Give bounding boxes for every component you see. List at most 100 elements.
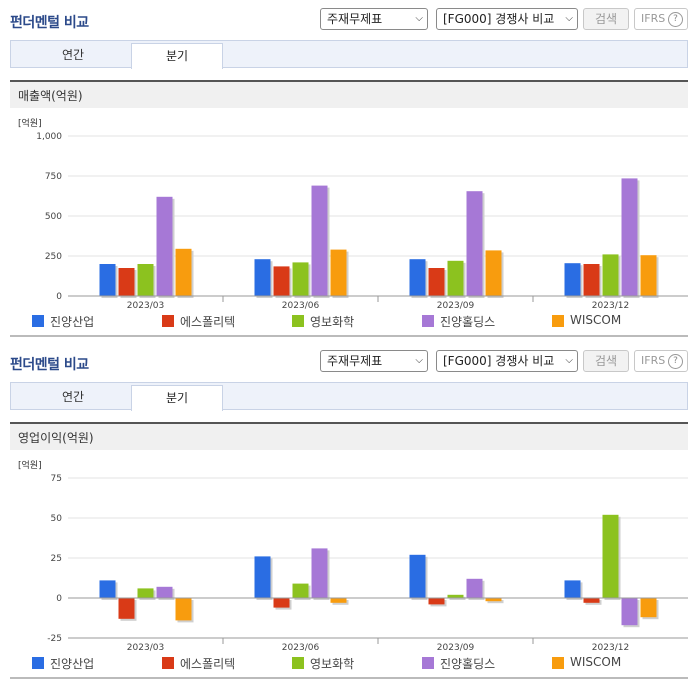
bar[interactable] <box>466 191 483 296</box>
y-tick-label: 250 <box>45 252 62 262</box>
operating-income-bar-chart: [억원] -25 0 25 50 75 2023/03 2023/06 2023/09 2023/… <box>18 459 688 652</box>
question-icon: ? <box>668 12 683 27</box>
bar[interactable] <box>292 262 309 296</box>
bar[interactable] <box>137 264 154 296</box>
bar[interactable] <box>583 264 600 296</box>
ifrs-label: IFRS <box>641 354 666 367</box>
panel-revenue: 펀더멘털 비교 주재무제표 ⌵ [FG000] 경쟁사 비교 ⌵ 검색 IFRS… <box>0 0 696 337</box>
bar[interactable] <box>292 583 309 598</box>
page-title: 펀더멘털 비교 <box>10 15 89 31</box>
bar[interactable] <box>175 248 192 296</box>
tab-annual[interactable]: 연간 <box>61 390 85 404</box>
bar[interactable] <box>428 598 445 605</box>
bar[interactable] <box>311 185 328 296</box>
peer-group-value: [FG000] 경쟁사 비교 <box>443 354 555 368</box>
bar[interactable] <box>273 266 290 296</box>
bar[interactable] <box>99 580 116 598</box>
bar[interactable] <box>409 259 426 296</box>
bar[interactable] <box>447 594 464 598</box>
bar[interactable] <box>254 556 271 598</box>
legend-swatch <box>552 657 564 669</box>
search-button[interactable]: 검색 <box>583 350 629 372</box>
bar[interactable] <box>311 548 328 598</box>
peer-group-select[interactable]: [FG000] 경쟁사 비교 ⌵ <box>436 8 578 30</box>
ifrs-help-button[interactable]: IFRS ? <box>634 350 688 372</box>
x-tick-label: 2023/12 <box>592 301 629 310</box>
chart-subtitle: 매출액(억원) <box>18 89 83 103</box>
legend-label: WISCOM <box>570 313 622 327</box>
bar[interactable] <box>118 598 135 619</box>
question-icon: ? <box>668 354 683 369</box>
statement-type-value: 주재무제표 <box>327 354 383 368</box>
chart-subtitle-bar: 매출액(억원) <box>10 80 688 108</box>
bar[interactable] <box>428 268 445 296</box>
bar[interactable] <box>640 255 657 296</box>
bar[interactable] <box>583 598 600 603</box>
legend-label: 진양산업 <box>50 657 95 671</box>
ifrs-help-button[interactable]: IFRS ? <box>634 8 688 30</box>
chevron-down-icon: ⌵ <box>565 13 573 24</box>
tab-quarterly[interactable]: 분기 <box>131 385 223 411</box>
bar[interactable] <box>485 250 502 296</box>
bar[interactable] <box>156 586 173 598</box>
y-tick-label: 0 <box>56 594 62 604</box>
panel-operating-income: 펀더멘털 비교 주재무제표 ⌵ [FG000] 경쟁사 비교 ⌵ 검색 IFRS… <box>0 342 696 684</box>
legend-label: WISCOM <box>570 655 622 669</box>
y-tick-label: 25 <box>51 554 62 564</box>
legend-swatch <box>162 315 174 327</box>
bar[interactable] <box>254 259 271 296</box>
bar[interactable] <box>137 588 154 598</box>
y-tick-label: 1,000 <box>36 132 62 142</box>
bar[interactable] <box>564 263 581 296</box>
legend-swatch <box>162 657 174 669</box>
panel-header: 펀더멘털 비교 주재무제표 ⌵ [FG000] 경쟁사 비교 ⌵ 검색 IFRS… <box>0 342 696 382</box>
legend-swatch <box>552 315 564 327</box>
revenue-bar-chart: [억원] 0 250 500 750 1,000 2023/03 2023/06 2023/09… <box>18 117 688 310</box>
bar[interactable] <box>564 580 581 598</box>
bar[interactable] <box>118 268 135 296</box>
y-tick-label: 75 <box>51 474 62 484</box>
legend-label: 진양산업 <box>50 315 95 329</box>
tab-quarterly[interactable]: 분기 <box>131 43 223 69</box>
bar[interactable] <box>330 598 347 603</box>
statement-type-select[interactable]: 주재무제표 ⌵ <box>320 350 428 372</box>
legend-label: 영보화학 <box>310 315 355 329</box>
period-tabs: 연간 분기 <box>10 382 688 411</box>
bar[interactable] <box>273 598 290 608</box>
bar[interactable] <box>466 578 483 598</box>
chevron-down-icon: ⌵ <box>415 13 423 24</box>
panel-header: 펀더멘털 비교 주재무제표 ⌵ [FG000] 경쟁사 비교 ⌵ 검색 IFRS… <box>0 0 696 40</box>
bar[interactable] <box>485 598 502 602</box>
divider <box>10 677 688 679</box>
unit-label: [억원] <box>18 117 42 129</box>
legend-label: 진양홀딩스 <box>440 657 496 671</box>
divider <box>10 335 688 337</box>
bar-shadow <box>487 600 504 604</box>
legend-swatch <box>292 657 304 669</box>
chart-subtitle-bar: 영업이익(억원) <box>10 422 688 450</box>
bar[interactable] <box>156 196 173 296</box>
x-tick-label: 2023/09 <box>437 301 475 310</box>
bar[interactable] <box>602 254 619 296</box>
chevron-down-icon: ⌵ <box>565 355 573 366</box>
legend-label: 에스폴리텍 <box>180 315 236 329</box>
bar[interactable] <box>640 598 657 618</box>
x-tick-label: 2023/12 <box>592 643 629 652</box>
bar[interactable] <box>602 514 619 598</box>
bar[interactable] <box>330 249 347 296</box>
bar[interactable] <box>175 598 192 621</box>
bar[interactable] <box>409 554 426 598</box>
statement-type-select[interactable]: 주재무제표 ⌵ <box>320 8 428 30</box>
ifrs-label: IFRS <box>641 12 666 25</box>
y-tick-label: -25 <box>47 634 62 644</box>
bar[interactable] <box>447 260 464 296</box>
bar[interactable] <box>621 178 638 296</box>
bar[interactable] <box>99 264 116 296</box>
tab-annual[interactable]: 연간 <box>61 48 85 62</box>
peer-group-select[interactable]: [FG000] 경쟁사 비교 ⌵ <box>436 350 578 372</box>
y-tick-label: 50 <box>51 514 63 524</box>
bar[interactable] <box>621 598 638 626</box>
legend-swatch <box>292 315 304 327</box>
y-tick-label: 0 <box>56 292 62 302</box>
search-button[interactable]: 검색 <box>583 8 629 30</box>
